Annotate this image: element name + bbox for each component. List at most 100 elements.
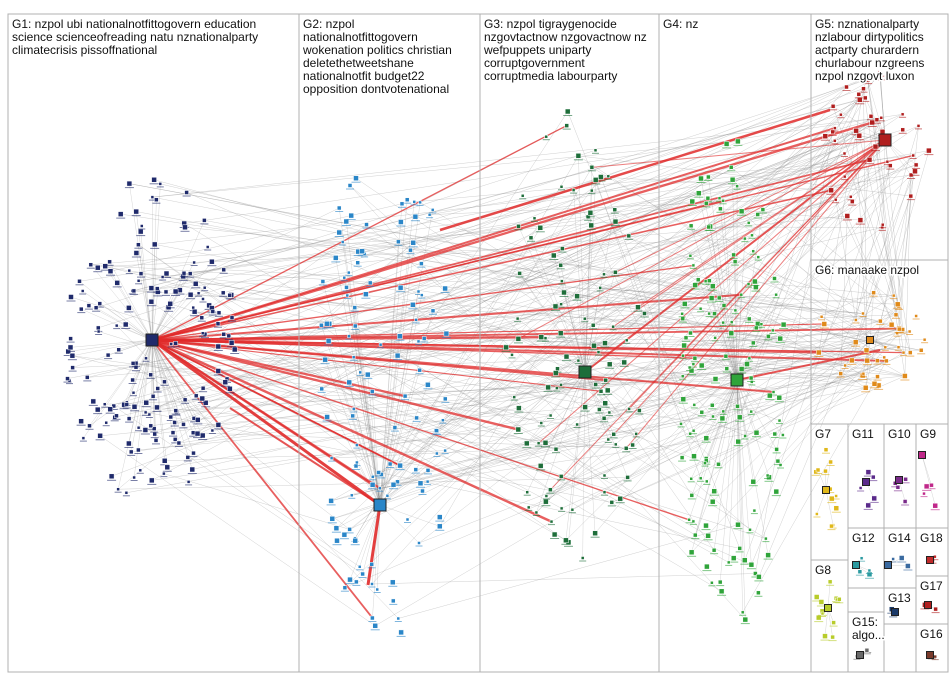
node-g3[interactable] [630, 442, 635, 448]
node-g4[interactable] [698, 175, 704, 182]
node-g10[interactable] [903, 477, 908, 482]
node-g4[interactable] [771, 390, 776, 394]
node-g7[interactable] [823, 447, 829, 452]
node-g4[interactable] [748, 561, 755, 568]
node-g4[interactable] [688, 549, 695, 556]
node-g4[interactable] [692, 282, 698, 288]
node-g6[interactable] [888, 321, 895, 328]
node-g2[interactable] [414, 318, 418, 322]
node-g2[interactable] [441, 418, 445, 422]
node-g1[interactable] [200, 331, 205, 335]
node-g5[interactable] [869, 119, 875, 126]
node-g3[interactable] [563, 353, 570, 360]
node-g1[interactable] [90, 398, 97, 405]
node-g4[interactable] [682, 301, 688, 307]
node-g7[interactable] [833, 505, 840, 511]
node-g2[interactable] [319, 386, 324, 392]
node-g5[interactable] [853, 127, 859, 134]
node-g4[interactable] [711, 547, 717, 553]
node-g3[interactable] [553, 370, 559, 376]
node-g2[interactable] [417, 480, 424, 487]
node-g12[interactable] [859, 556, 864, 560]
node-g6[interactable] [878, 318, 883, 324]
hub-node-g1[interactable] [145, 333, 159, 347]
node-g1[interactable] [210, 309, 216, 314]
node-g5[interactable] [864, 76, 871, 83]
node-g4[interactable] [738, 208, 745, 215]
node-g3[interactable] [559, 185, 564, 189]
node-g1[interactable] [136, 242, 141, 247]
node-g4[interactable] [772, 276, 777, 281]
node-g6[interactable] [883, 345, 888, 350]
node-g6[interactable] [838, 371, 843, 376]
node-g3[interactable] [602, 490, 607, 494]
node-g3[interactable] [602, 473, 607, 478]
node-g4[interactable] [710, 403, 715, 408]
node-g1[interactable] [126, 416, 132, 421]
node-g5[interactable] [916, 124, 921, 128]
node-g1[interactable] [195, 417, 201, 423]
node-g3[interactable] [526, 505, 531, 510]
node-g2[interactable] [324, 414, 330, 420]
hub-node-g14[interactable] [884, 561, 892, 569]
node-g3[interactable] [555, 366, 560, 371]
node-g2[interactable] [320, 279, 326, 284]
node-g11[interactable] [865, 469, 872, 475]
node-g1[interactable] [88, 262, 94, 267]
node-g1[interactable] [94, 406, 101, 413]
node-g3[interactable] [583, 316, 587, 321]
node-g3[interactable] [544, 494, 549, 498]
node-g4[interactable] [735, 438, 741, 445]
node-g2[interactable] [402, 393, 408, 399]
node-g4[interactable] [753, 571, 758, 576]
node-g5[interactable] [844, 84, 849, 90]
node-g3[interactable] [552, 303, 559, 310]
node-g3[interactable] [558, 263, 563, 268]
node-g1[interactable] [126, 305, 132, 311]
node-g2[interactable] [430, 308, 436, 314]
node-g2[interactable] [390, 579, 396, 586]
node-g2[interactable] [404, 197, 410, 202]
node-g2[interactable] [360, 571, 365, 577]
node-g1[interactable] [215, 321, 221, 326]
node-g4[interactable] [718, 206, 723, 212]
node-g4[interactable] [706, 174, 711, 180]
node-g2[interactable] [420, 488, 425, 494]
node-g4[interactable] [751, 340, 756, 346]
node-g1[interactable] [155, 386, 160, 391]
node-g2[interactable] [437, 523, 443, 530]
node-g4[interactable] [687, 518, 691, 522]
node-g6[interactable] [907, 329, 912, 334]
node-g4[interactable] [767, 392, 773, 399]
node-g5[interactable] [830, 104, 836, 109]
node-g3[interactable] [625, 475, 630, 480]
node-g1[interactable] [160, 275, 165, 279]
node-g1[interactable] [69, 352, 76, 359]
node-g4[interactable] [765, 552, 771, 558]
node-g4[interactable] [750, 478, 757, 485]
node-g3[interactable] [621, 359, 627, 366]
node-g1[interactable] [102, 263, 108, 269]
node-g1[interactable] [93, 305, 99, 310]
node-g4[interactable] [679, 455, 685, 460]
node-g4[interactable] [781, 433, 785, 437]
node-g5[interactable] [900, 127, 905, 133]
node-g1[interactable] [114, 413, 119, 419]
node-g2[interactable] [396, 616, 401, 621]
node-g4[interactable] [753, 284, 759, 290]
node-g4[interactable] [753, 429, 760, 436]
node-g2[interactable] [341, 531, 348, 538]
node-g1[interactable] [151, 177, 157, 183]
node-g5[interactable] [868, 114, 874, 119]
node-g1[interactable] [158, 182, 163, 186]
node-g2[interactable] [357, 565, 362, 569]
node-g4[interactable] [743, 434, 747, 438]
node-g1[interactable] [80, 289, 85, 293]
node-g2[interactable] [387, 461, 393, 467]
node-g2[interactable] [398, 629, 404, 636]
node-g9[interactable] [932, 502, 938, 509]
node-g1[interactable] [226, 333, 232, 339]
node-g1[interactable] [153, 438, 159, 443]
node-g1[interactable] [191, 305, 195, 310]
node-g7[interactable] [815, 512, 819, 516]
